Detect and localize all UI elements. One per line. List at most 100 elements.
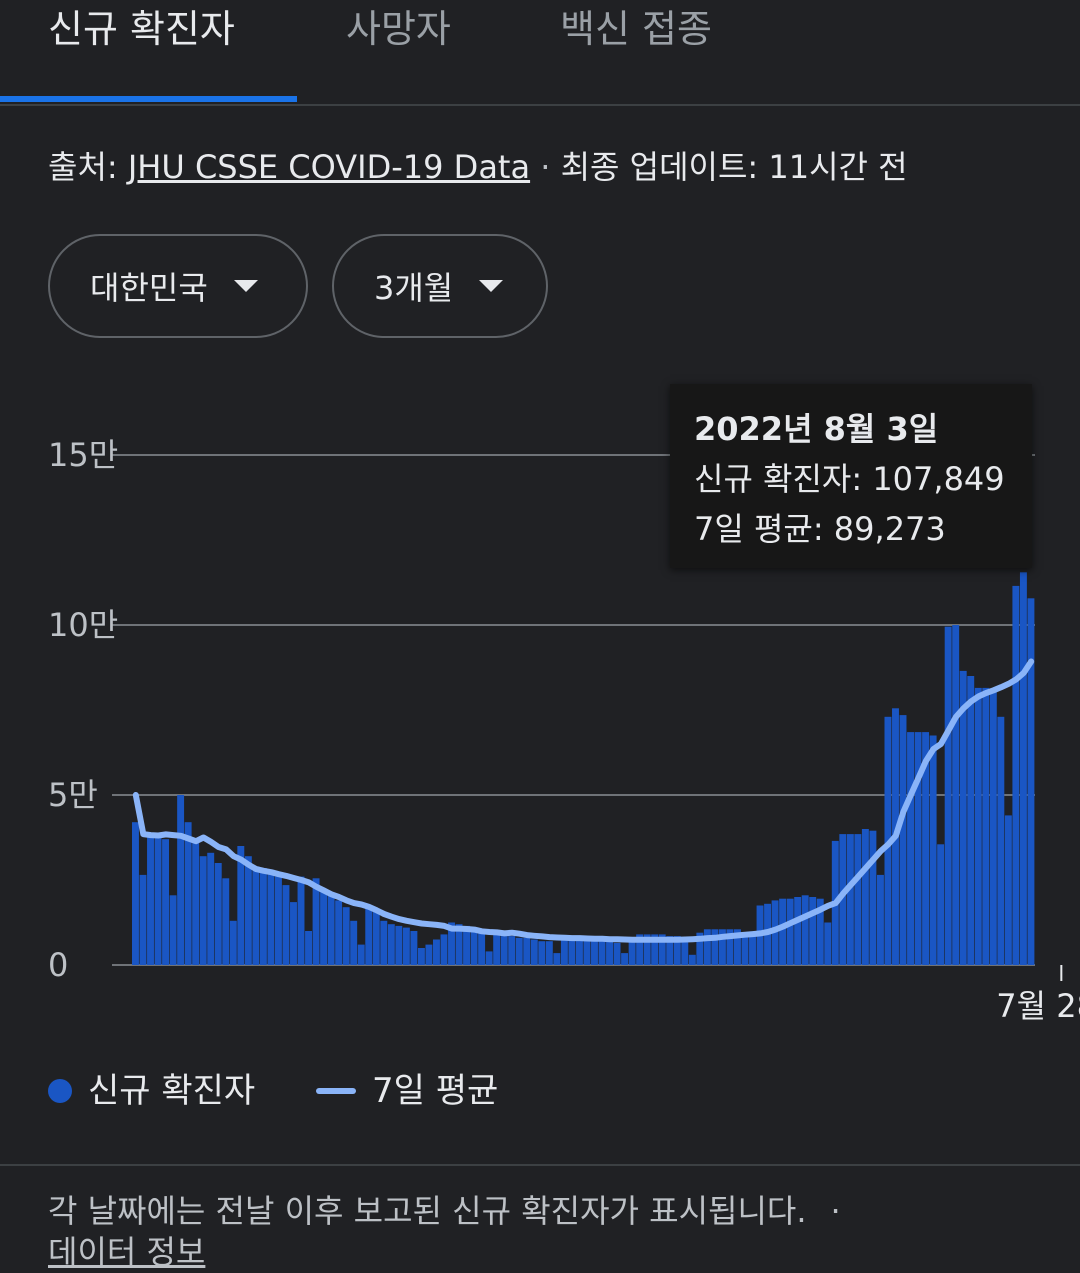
bar[interactable]: [734, 929, 741, 965]
bar[interactable]: [598, 941, 606, 965]
region-dropdown[interactable]: 대한민국: [48, 234, 308, 338]
bar[interactable]: [229, 920, 237, 965]
bar[interactable]: [417, 948, 425, 965]
bar[interactable]: [267, 869, 275, 965]
bar[interactable]: [147, 835, 154, 965]
bar[interactable]: [530, 939, 538, 966]
bar[interactable]: [463, 925, 471, 965]
bar[interactable]: [259, 868, 267, 965]
bar[interactable]: [809, 897, 817, 965]
bar[interactable]: [290, 902, 297, 965]
bar[interactable]: [673, 936, 681, 965]
bar[interactable]: [666, 936, 674, 965]
bar[interactable]: [169, 895, 177, 965]
bar[interactable]: [1004, 815, 1012, 965]
bar[interactable]: [583, 939, 591, 966]
bar[interactable]: [816, 898, 824, 965]
bar[interactable]: [485, 951, 493, 965]
bar[interactable]: [162, 839, 170, 965]
bar[interactable]: [741, 934, 749, 965]
bar[interactable]: [433, 939, 440, 966]
data-info-link[interactable]: 데이터 정보: [48, 1233, 206, 1271]
bar[interactable]: [478, 931, 486, 965]
bar[interactable]: [222, 878, 230, 965]
bar[interactable]: [538, 941, 546, 965]
bar[interactable]: [688, 954, 696, 965]
bar[interactable]: [922, 732, 930, 965]
bar[interactable]: [199, 856, 207, 965]
bar[interactable]: [132, 822, 139, 965]
bar[interactable]: [854, 834, 862, 965]
bar[interactable]: [907, 732, 914, 965]
bar[interactable]: [545, 941, 553, 965]
bar[interactable]: [989, 689, 997, 965]
bar[interactable]: [718, 929, 726, 965]
bar[interactable]: [342, 907, 350, 965]
bar[interactable]: [320, 890, 328, 965]
bar[interactable]: [1012, 585, 1020, 965]
tab-new-cases[interactable]: 신규 확진자: [48, 7, 235, 51]
bar[interactable]: [794, 897, 802, 965]
bar[interactable]: [327, 893, 335, 965]
bar[interactable]: [410, 931, 418, 965]
bar[interactable]: [711, 929, 719, 965]
bar[interactable]: [297, 876, 305, 965]
bar[interactable]: [696, 932, 704, 965]
bar[interactable]: [613, 942, 621, 965]
bar[interactable]: [312, 878, 320, 965]
tab-vaccinations[interactable]: 백신 접종: [560, 7, 712, 51]
bar[interactable]: [395, 925, 403, 965]
bar[interactable]: [177, 795, 185, 965]
bar[interactable]: [944, 626, 952, 965]
bar[interactable]: [508, 936, 516, 965]
bar[interactable]: [350, 920, 358, 965]
bar[interactable]: [455, 924, 463, 965]
bar[interactable]: [207, 852, 215, 965]
bar[interactable]: [237, 846, 245, 965]
source-link[interactable]: JHU CSSE COVID-19 Data: [127, 148, 531, 186]
bar[interactable]: [523, 937, 531, 965]
bar[interactable]: [801, 895, 809, 965]
bar[interactable]: [154, 837, 162, 966]
bar[interactable]: [681, 937, 689, 965]
bar[interactable]: [899, 715, 907, 965]
bar[interactable]: [470, 929, 478, 965]
bar[interactable]: [967, 676, 975, 965]
bar[interactable]: [244, 856, 252, 965]
bar[interactable]: [786, 898, 794, 965]
bar[interactable]: [839, 834, 847, 965]
bar[interactable]: [703, 929, 711, 965]
bar[interactable]: [846, 834, 854, 965]
range-dropdown[interactable]: 3개월: [332, 234, 548, 338]
bar[interactable]: [824, 922, 832, 966]
bar[interactable]: [560, 936, 568, 965]
bar[interactable]: [1027, 598, 1035, 965]
bar[interactable]: [448, 922, 455, 966]
cases-chart[interactable]: 0 5만 10만 15만 7월 28일: [0, 340, 1080, 1060]
bar[interactable]: [636, 934, 644, 965]
bar[interactable]: [357, 944, 365, 965]
bar[interactable]: [568, 936, 576, 965]
bar[interactable]: [658, 934, 666, 965]
bar[interactable]: [929, 735, 937, 966]
bar[interactable]: [365, 907, 373, 965]
bar[interactable]: [575, 937, 583, 965]
bar[interactable]: [274, 876, 282, 965]
bar[interactable]: [606, 941, 613, 965]
bar[interactable]: [726, 929, 734, 965]
bar[interactable]: [974, 687, 982, 965]
bar[interactable]: [982, 687, 990, 965]
bar[interactable]: [440, 934, 448, 965]
bar[interactable]: [184, 822, 192, 965]
bar[interactable]: [192, 839, 200, 965]
bar[interactable]: [214, 863, 222, 965]
bar[interactable]: [139, 874, 147, 965]
bar[interactable]: [515, 937, 523, 965]
bar[interactable]: [861, 829, 869, 965]
bar[interactable]: [335, 900, 343, 965]
bar[interactable]: [937, 844, 945, 965]
bar[interactable]: [997, 716, 1005, 965]
bar[interactable]: [425, 944, 433, 965]
bar[interactable]: [876, 874, 884, 965]
bar[interactable]: [387, 924, 395, 965]
